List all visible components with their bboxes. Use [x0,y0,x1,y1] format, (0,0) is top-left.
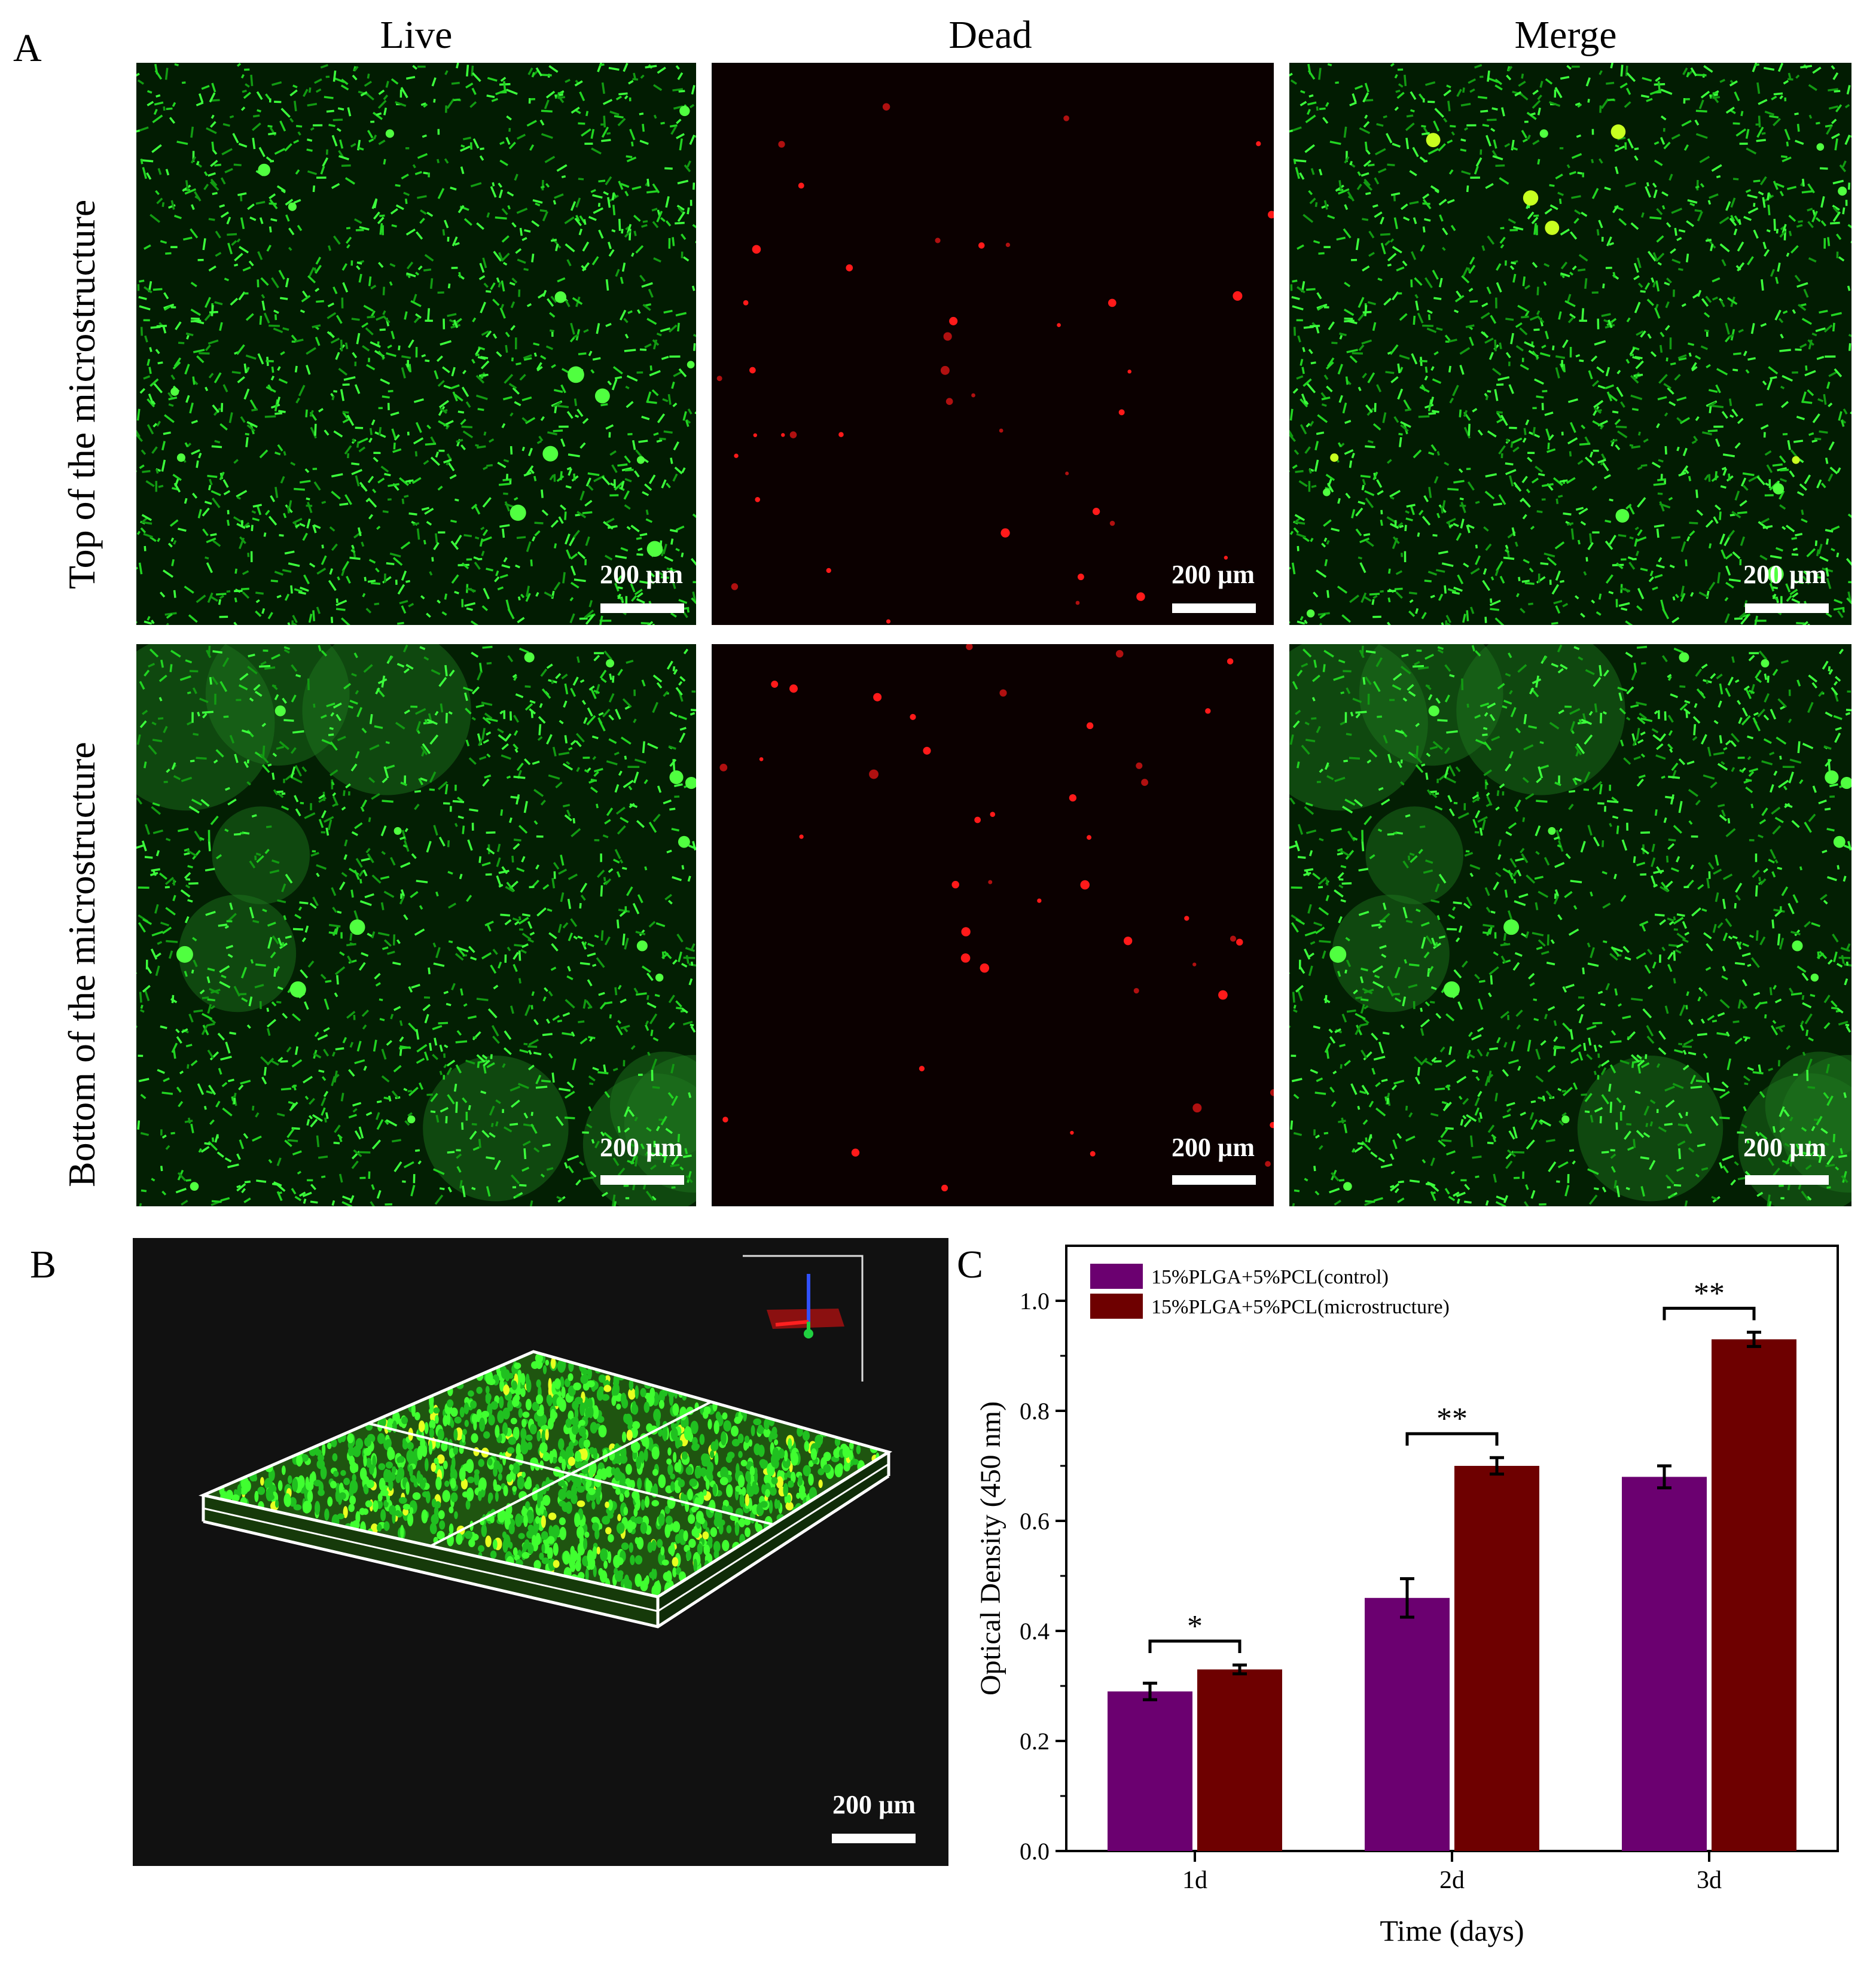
x-tick-label: 2d [1439,1867,1465,1894]
bar [1197,1669,1282,1851]
bounding-box-wireframe [198,1350,893,1629]
micrograph-dead-top: 200 µm [712,63,1274,625]
scale-label: 200 µm [599,560,683,589]
significance-label: ** [1694,1276,1725,1310]
bar [1365,1597,1450,1851]
micrograph-merge-top: 200 µm [1289,63,1851,625]
x-tick-label: 3d [1697,1867,1722,1894]
scale-label: 200 µm [1171,1133,1255,1162]
micrograph-merge-bottom: 200 µm [1289,644,1851,1206]
fluorescence-spots [219,1353,880,1597]
error-bar [1490,1456,1504,1476]
optical-density-bar-chart: 0.0 0.2 0.4 0.6 0.8 1.0 1d * 2d ** 3d ** Time (days)… [975,1245,1839,1947]
legend-swatch [1090,1264,1143,1289]
error-bar [1747,1330,1761,1348]
render-3d-panel: 200 µm [133,1238,948,1866]
panel-c-letter: C [957,1243,984,1286]
column-title-merge: Merge [1514,13,1617,57]
legend-label: 15%PLGA+5%PCL(microstructure) [1151,1296,1450,1318]
significance-bracket [1148,1639,1241,1654]
micrograph-dead-bottom: 200 µm [712,644,1274,1206]
scale-label: 200 µm [599,1133,683,1162]
bar [1454,1466,1539,1851]
micrograph-live-bottom: 200 µm [136,644,696,1206]
row-label-bottom: Bottom of the microstructure [60,742,103,1187]
panel-a-letter: A [13,26,42,70]
scale-label: 200 µm [832,1790,916,1819]
error-bar [1657,1464,1671,1490]
column-title-dead: Dead [948,13,1032,57]
row-label-top: Top of the microstructure [60,199,103,589]
error-bar [1400,1577,1414,1619]
scale-label: 200 µm [1743,560,1826,589]
legend-label: 15%PLGA+5%PCL(control) [1151,1266,1389,1288]
significance-bracket [1405,1432,1499,1446]
scale-bar [1745,1175,1829,1185]
slab-side-face [658,1452,889,1627]
scale-bar [832,1834,916,1843]
y-tick-label: 0.6 [1020,1508,1050,1535]
y-tick-label: 0.8 [1020,1398,1050,1425]
legend-swatch [1090,1294,1143,1319]
x-axis-title: Time (days) [1380,1914,1524,1947]
significance-bracket [1663,1306,1756,1321]
scale-label: 200 µm [1743,1133,1826,1162]
y-tick-label: 0.0 [1020,1838,1050,1865]
scale-bar [1172,603,1256,613]
micrograph-live-top: 200 µm [136,63,696,625]
y-tick-label: 1.0 [1020,1288,1050,1315]
orientation-axes-icon [743,1255,864,1382]
slab-front-face [203,1495,658,1627]
scale-bar [600,1175,684,1185]
y-tick-label: 0.4 [1020,1618,1050,1645]
error-bar [1233,1663,1247,1676]
column-title-live: Live [380,13,453,57]
scale-bar [600,603,684,613]
bar [1622,1477,1707,1851]
significance-label: ** [1436,1402,1468,1436]
bar [1712,1339,1796,1851]
x-tick-label: 1d [1182,1867,1207,1894]
bar [1108,1691,1192,1851]
significance-label: * [1187,1609,1203,1643]
y-axis-title: Optical Density (450 nm) [975,1401,1006,1696]
scale-bar [1172,1175,1256,1185]
scale-bar [1745,603,1829,613]
panel-b-letter: B [30,1243,57,1286]
scale-label: 200 µm [1171,560,1255,589]
error-bar [1143,1681,1157,1701]
y-tick-label: 0.2 [1020,1728,1050,1755]
